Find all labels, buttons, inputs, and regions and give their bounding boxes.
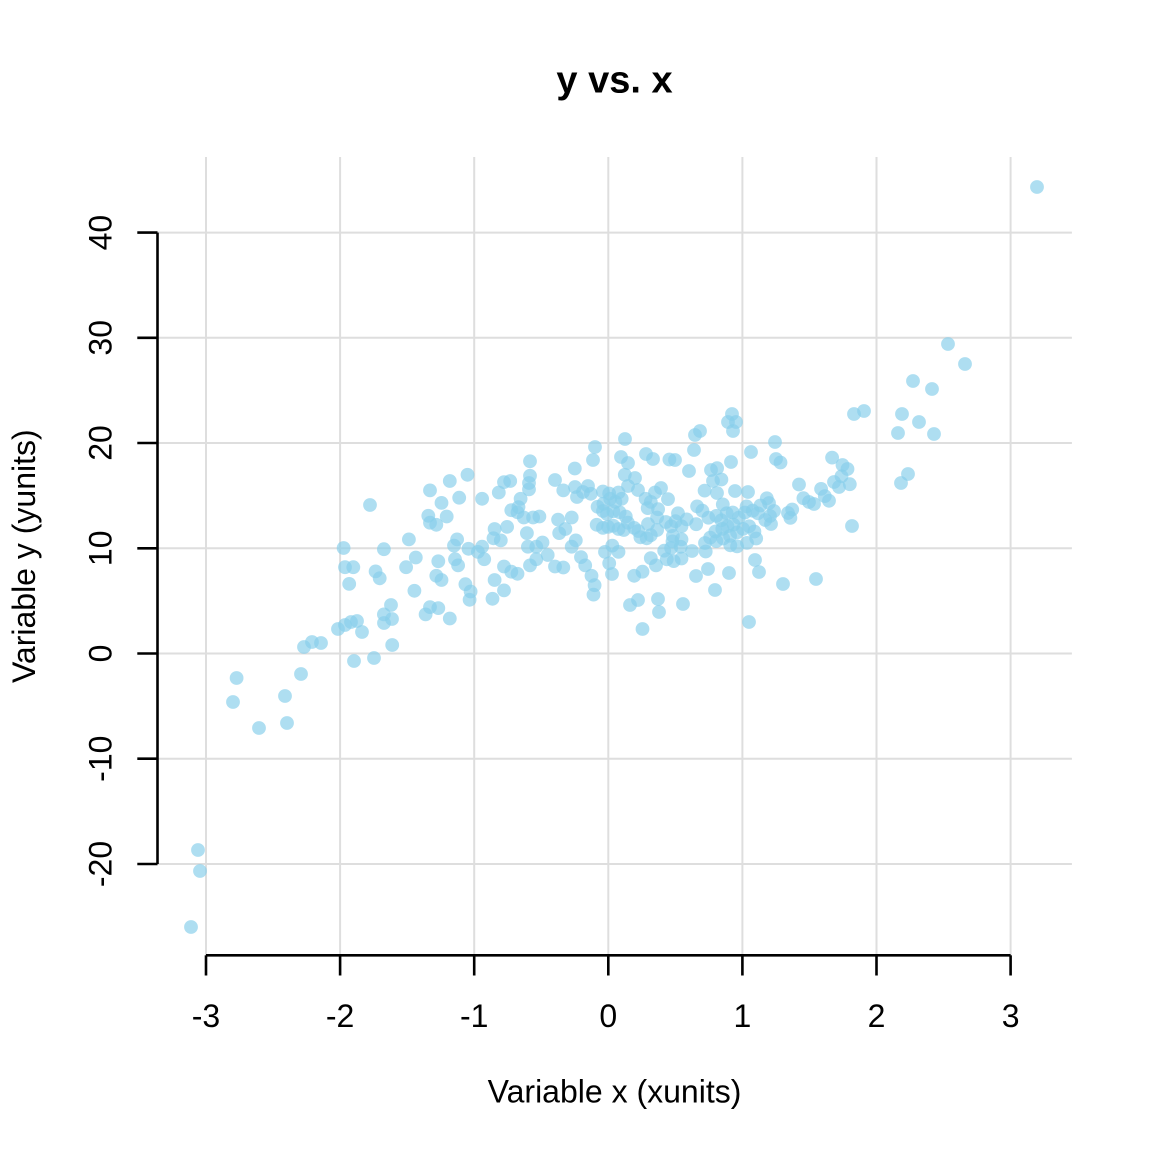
svg-text:y vs. x: y vs. x	[556, 60, 672, 102]
svg-text:20: 20	[83, 425, 119, 461]
svg-text:3: 3	[1002, 998, 1020, 1034]
svg-text:-2: -2	[326, 998, 354, 1034]
svg-text:-10: -10	[83, 736, 119, 782]
svg-text:10: 10	[83, 531, 119, 567]
svg-text:1: 1	[734, 998, 752, 1034]
svg-text:40: 40	[83, 215, 119, 251]
svg-text:-20: -20	[83, 841, 119, 887]
svg-text:30: 30	[83, 320, 119, 356]
svg-text:0: 0	[599, 998, 617, 1034]
svg-text:2: 2	[868, 998, 886, 1034]
svg-text:-3: -3	[192, 998, 220, 1034]
svg-text:Variable y (yunits): Variable y (yunits)	[6, 429, 42, 683]
svg-text:-1: -1	[460, 998, 488, 1034]
svg-text:Variable x (xunits): Variable x (xunits)	[488, 1074, 742, 1110]
svg-text:0: 0	[83, 645, 119, 663]
